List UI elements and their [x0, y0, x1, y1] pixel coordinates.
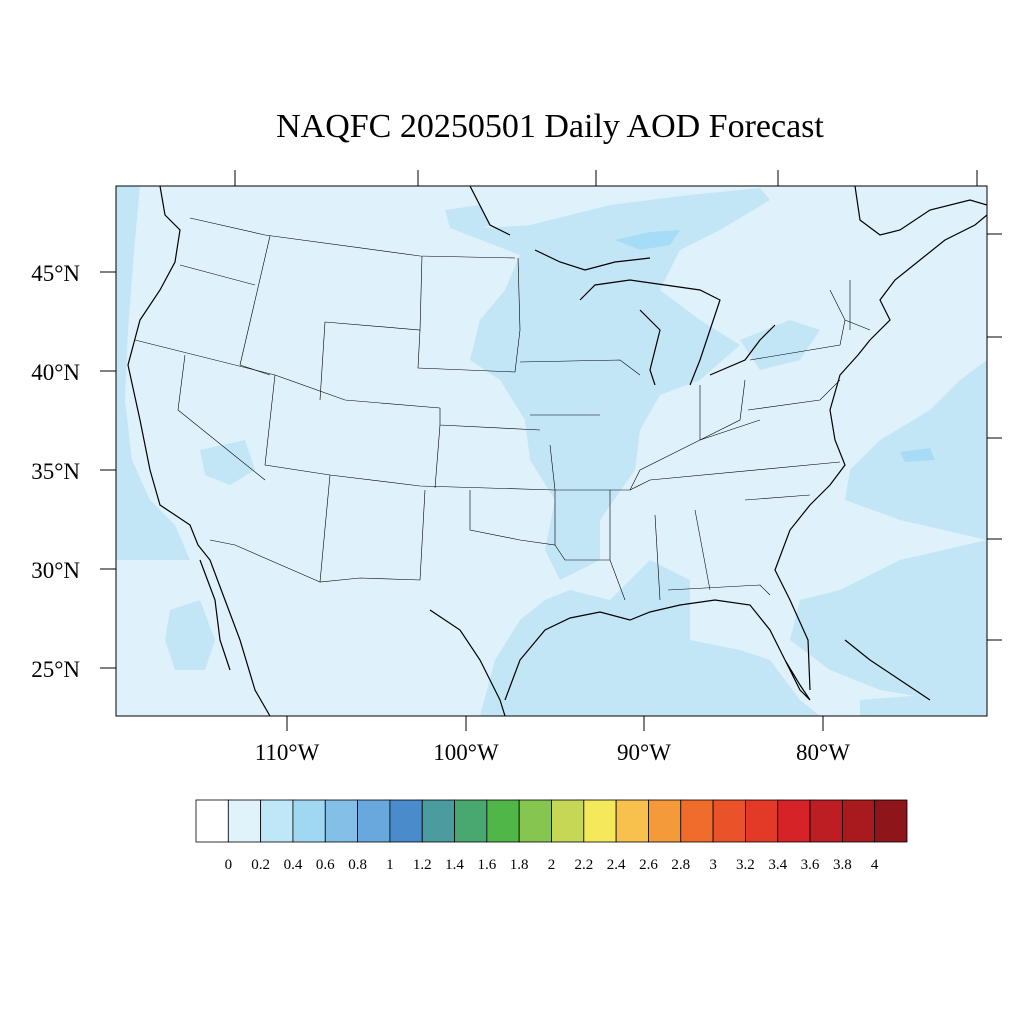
colorbar-label: 3.4 [768, 857, 787, 873]
colorbar-swatch [809, 799, 843, 843]
aod-region-northeast-patch [445, 205, 490, 235]
aod-peak-superior [615, 230, 680, 250]
colorbar-label: 3.2 [736, 857, 755, 873]
colorbar-label: 0.8 [348, 857, 367, 873]
aod-region-southwest-plume [200, 440, 255, 485]
colorbar-label: 2 [548, 857, 556, 873]
aod-region-south-atlantic [790, 540, 987, 700]
colorbar-label: 4 [871, 857, 879, 873]
colorbar-label: 3.8 [833, 857, 852, 873]
lat-label-30n: 30°N [31, 558, 80, 583]
colorbar-label: 1.6 [477, 857, 496, 873]
colorbar-swatch [680, 799, 714, 843]
aod-region-southeast-ocean [860, 690, 987, 716]
lat-label-35n: 35°N [31, 459, 80, 484]
lon-label-100w: 100°W [433, 740, 499, 765]
map-frame [115, 185, 988, 717]
colorbar-swatch [615, 799, 649, 843]
colorbar-swatch [841, 799, 876, 843]
colorbar-swatch [454, 799, 488, 843]
colorbar-label: 0.6 [316, 857, 335, 873]
colorbar-swatch [227, 799, 262, 843]
colorbar-label: 1.4 [445, 857, 464, 873]
aod-region-upper-midwest [455, 188, 770, 580]
lon-label-90w: 90°W [617, 740, 671, 765]
colorbar-swatch [421, 799, 455, 843]
colorbar-label: 1.8 [510, 857, 529, 873]
colorbar-swatch [486, 799, 520, 843]
colorbar-swatch [324, 799, 358, 843]
colorbar-label: 0.4 [284, 857, 303, 873]
aod-peak-atlantic [900, 448, 935, 462]
colorbar-swatch [551, 799, 585, 843]
colorbar-label: 3 [709, 857, 717, 873]
lat-label-25n: 25°N [31, 657, 80, 682]
colorbar-label: 0.2 [251, 857, 270, 873]
map-ticks [100, 170, 1002, 731]
coastline [127, 186, 987, 716]
state-borders [134, 217, 871, 601]
colorbar-labels: 0 0.2 0.4 0.6 0.8 1 1.2 1.4 1.6 1.8 2 2.2 2.4 2.6 2.8 3… [225, 857, 879, 873]
aod-region-pacific-west [116, 186, 190, 560]
colorbar [195, 799, 908, 843]
colorbar-swatch [745, 799, 779, 843]
colorbar-label: 1 [386, 857, 394, 873]
colorbar-swatch [777, 799, 811, 843]
colorbar-label: 1.2 [413, 857, 432, 873]
aod-region-gulf-coast [480, 560, 820, 716]
lon-label-80w: 80°W [796, 740, 850, 765]
colorbar-label: 2.2 [574, 857, 593, 873]
colorbar-swatch [260, 799, 294, 843]
colorbar-swatch [357, 799, 391, 843]
map-title: NAQFC 20250501 Daily AOD Forecast [276, 108, 824, 145]
colorbar-swatch [874, 799, 908, 843]
colorbar-label: 2.6 [639, 857, 658, 873]
colorbar-label: 0 [225, 857, 233, 873]
colorbar-swatch [583, 799, 617, 843]
aod-region-baja-pacific [165, 600, 215, 670]
colorbar-swatch [292, 799, 326, 843]
lat-label-40n: 40°N [31, 360, 80, 385]
lon-label-110w: 110°W [255, 740, 320, 765]
colorbar-swatch [712, 799, 746, 843]
colorbar-label: 2.4 [607, 857, 626, 873]
colorbar-swatch [518, 799, 552, 843]
colorbar-swatch [389, 799, 423, 843]
colorbar-label: 3.6 [801, 857, 820, 873]
colorbar-label: 2.8 [671, 857, 690, 873]
colorbar-swatch [195, 799, 229, 843]
colorbar-swatch [648, 799, 682, 843]
aod-region-great-lakes-east [740, 320, 820, 370]
aod-shading [116, 186, 987, 716]
lat-label-45n: 45°N [31, 261, 80, 286]
